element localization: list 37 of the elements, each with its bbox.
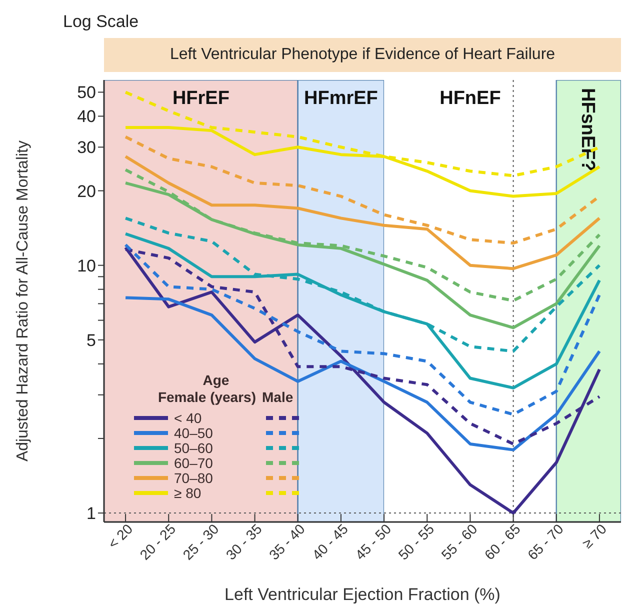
legend-label: 40–50 [174, 424, 214, 441]
annotation: Male [262, 389, 294, 405]
x-tick-label: 55 - 60 [438, 520, 480, 563]
x-tick-label: 20 - 25 [136, 520, 179, 563]
band-label: HFrEF [172, 88, 230, 109]
y-tick-label: 20 [77, 182, 96, 201]
legend-title: Age [202, 372, 230, 388]
x-tick-label: ≥ 70 [578, 520, 610, 552]
chart-title: Left Ventricular Phenotype if Evidence of Heart Failure [104, 38, 621, 72]
x-tick-label: 45 - 50 [352, 520, 394, 563]
x-tick-label: 50 - 55 [395, 520, 438, 563]
y-axis-title: Adjusted Hazard Ratio for All-Cause Mortality [14, 140, 32, 462]
x-tick-label: 65 - 70 [524, 520, 567, 563]
x-tick-label: < 20 [104, 520, 136, 552]
x-tick-label: 25 - 30 [180, 520, 222, 563]
y-tick-label: 10 [77, 256, 96, 276]
legend-label: < 40 [174, 410, 202, 426]
legend-label: 60–70 [174, 454, 214, 471]
legend-label: 70–80 [174, 470, 214, 486]
x-tick-label: 40 - 45 [308, 520, 352, 563]
text: Log Scale [63, 12, 139, 32]
legend-label: 50–60 [174, 440, 214, 456]
y-tick-label: 40 [77, 107, 96, 126]
x-tick-label: 30 - 35 [222, 520, 265, 563]
y-tick-label: 1 [86, 504, 96, 524]
line-series [124, 296, 601, 452]
y-tick-label: 30 [77, 138, 96, 158]
annotation: Female (years) [158, 389, 256, 405]
x-axis-title: Left Ventricular Ejection Fraction (%) [224, 585, 500, 604]
x-tick-label: 60 - 65 [481, 520, 524, 563]
band-label: HFnEF [440, 88, 501, 109]
y-tick-label: 5 [86, 330, 96, 350]
x-tick-label: 35 - 40 [266, 520, 308, 563]
band-label: HFmrEF [304, 88, 378, 109]
band-label: HFsnEF? [577, 88, 598, 172]
y-tick-label: 50 [77, 83, 96, 102]
legend-label: ≥ 80 [174, 484, 202, 501]
